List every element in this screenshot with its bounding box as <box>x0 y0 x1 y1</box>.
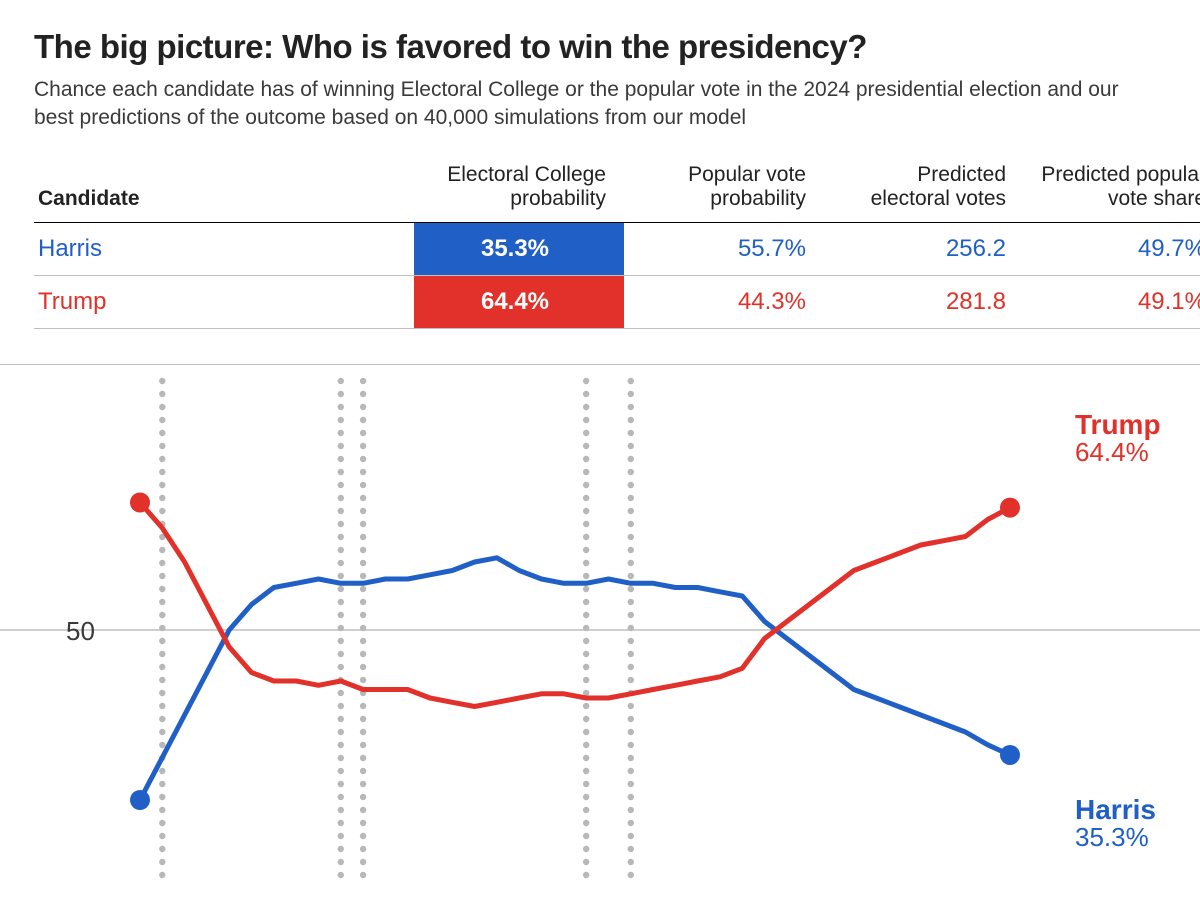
table-row: Harris35.3%55.7%256.249.7% <box>34 223 1200 276</box>
cell-candidate: Trump <box>34 276 414 329</box>
probability-chart: 50 Trump 64.4% Harris 35.3% <box>0 364 1200 897</box>
end-label-trump-name: Trump <box>1075 410 1161 439</box>
page-subtitle: Chance each candidate has of winning Ele… <box>34 76 1144 133</box>
end-label-harris: Harris 35.3% <box>1075 795 1156 852</box>
col-ec-prob: Electoral College probability <box>414 159 624 223</box>
cell-pred-pop: 49.7% <box>1024 223 1200 276</box>
cell-pop-prob: 44.3% <box>624 276 824 329</box>
forecast-table: Candidate Electoral College probability … <box>34 159 1200 330</box>
forecast-card: The big picture: Who is favored to win t… <box>0 0 1200 897</box>
cell-pred-ev: 281.8 <box>824 276 1024 329</box>
end-label-harris-pct: 35.3% <box>1075 824 1156 851</box>
page-title: The big picture: Who is favored to win t… <box>34 28 1166 66</box>
y-axis-50-label: 50 <box>66 616 95 647</box>
table-row: Trump64.4%44.3%281.849.1% <box>34 276 1200 329</box>
cell-ec-prob: 64.4% <box>414 276 624 329</box>
cell-pop-prob: 55.7% <box>624 223 824 276</box>
cell-candidate: Harris <box>34 223 414 276</box>
end-label-harris-name: Harris <box>1075 795 1156 824</box>
col-pred-ev: Predicted electoral votes <box>824 159 1024 223</box>
chart-svg <box>0 365 1200 898</box>
end-label-trump: Trump 64.4% <box>1075 410 1161 467</box>
cell-pred-pop: 49.1% <box>1024 276 1200 329</box>
cell-ec-prob: 35.3% <box>414 223 624 276</box>
col-pred-pop: Predicted popular vote share <box>1024 159 1200 223</box>
end-label-trump-pct: 64.4% <box>1075 439 1161 466</box>
cell-pred-ev: 256.2 <box>824 223 1024 276</box>
table-header-row: Candidate Electoral College probability … <box>34 159 1200 223</box>
col-candidate: Candidate <box>34 159 414 223</box>
table-body: Harris35.3%55.7%256.249.7%Trump64.4%44.3… <box>34 223 1200 329</box>
col-pop-prob: Popular vote probability <box>624 159 824 223</box>
